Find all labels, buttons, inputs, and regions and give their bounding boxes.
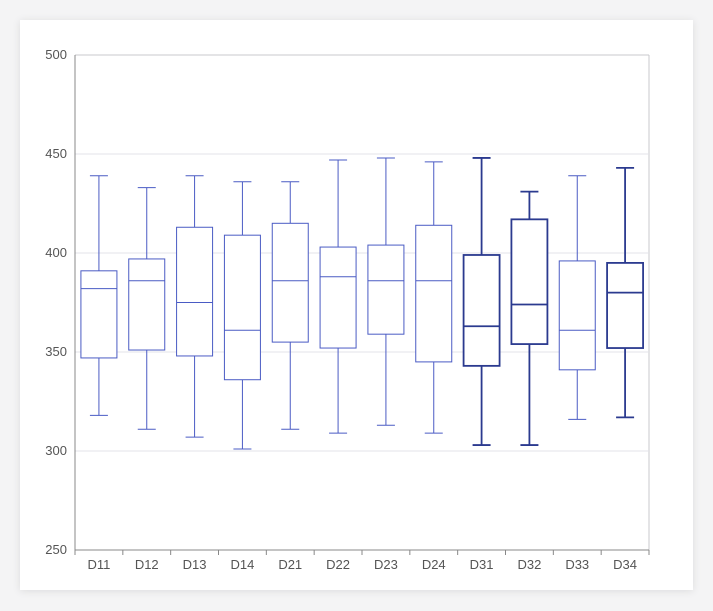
grid-lines [75, 54, 650, 550]
y-tick-label: 250 [45, 542, 67, 557]
y-tick-label: 450 [45, 146, 67, 161]
box-d14 [223, 181, 261, 450]
x-tick-label: D24 [422, 557, 446, 572]
box-plot-chart: 250 300 350 400 450 500 D11 D12 D13 D14 D21 D22 D23… [45, 47, 650, 572]
iqr-box [606, 261, 644, 349]
iqr-box [558, 260, 596, 371]
box-d23 [367, 157, 405, 426]
x-tick-label: D13 [183, 557, 207, 572]
x-tick-label: D21 [278, 557, 302, 572]
x-tick-label: D11 [87, 557, 110, 572]
x-tick-label: D34 [613, 557, 637, 572]
y-tick-label: 300 [45, 443, 67, 458]
box-d11 [80, 175, 118, 416]
box-d24 [415, 161, 453, 434]
box-d12 [128, 187, 166, 430]
box-d32 [510, 190, 549, 446]
y-axis: 250 300 350 400 450 500 [45, 47, 76, 557]
iqr-box [128, 258, 166, 351]
y-tick-label: 350 [45, 344, 67, 359]
chart-card: 250 300 350 400 450 500 D11 D12 D13 D14 D21 D22 D23… [20, 20, 693, 590]
iqr-box [176, 226, 214, 357]
iqr-box [510, 218, 549, 345]
box-d21 [271, 181, 309, 430]
x-tick-label: D14 [230, 557, 254, 572]
iqr-box [80, 270, 118, 359]
x-tick-label: D12 [135, 557, 159, 572]
x-tick-label: D23 [374, 557, 398, 572]
box-d34 [606, 166, 644, 419]
box-d31 [462, 157, 501, 446]
iqr-box [415, 224, 453, 363]
iqr-box [462, 254, 501, 367]
x-tick-label: D22 [326, 557, 350, 572]
y-tick-label: 500 [45, 47, 67, 62]
iqr-box [223, 234, 261, 381]
iqr-box [319, 246, 357, 349]
boxes [80, 157, 644, 450]
box-d33 [558, 175, 596, 420]
box-d13 [176, 175, 214, 438]
x-tick-label: D33 [565, 557, 589, 572]
x-axis: D11 D12 D13 D14 D21 D22 D23 D24 D31 D32 D33 D34 [74, 549, 650, 572]
iqr-box [271, 222, 309, 343]
x-tick-label: D31 [470, 557, 494, 572]
y-tick-label: 400 [45, 245, 67, 260]
box-d22 [319, 159, 357, 434]
iqr-box [367, 244, 405, 335]
x-tick-label: D32 [517, 557, 541, 572]
